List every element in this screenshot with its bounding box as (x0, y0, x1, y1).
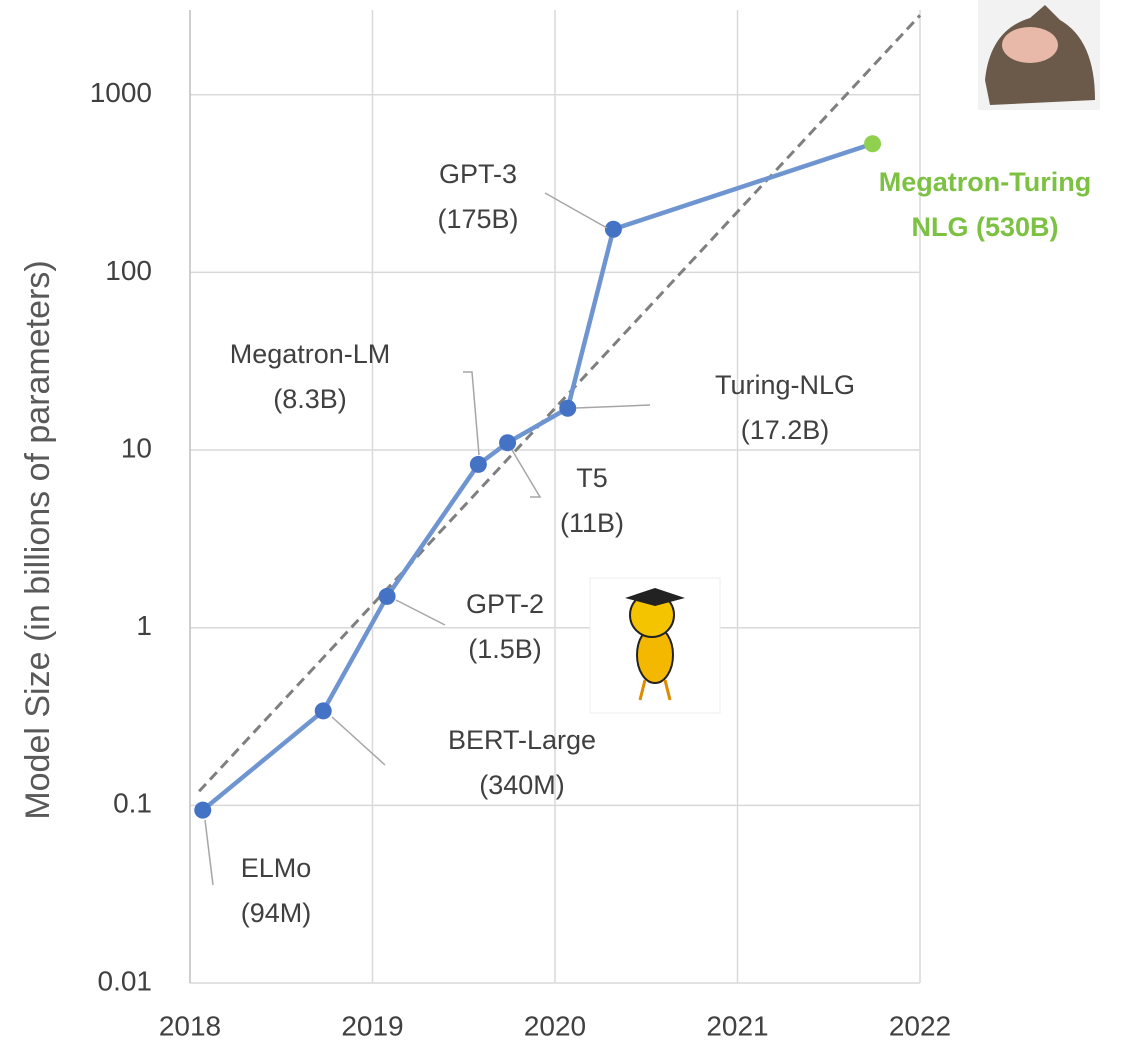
leader-line (512, 450, 540, 497)
leader-line (463, 372, 479, 455)
annotation-label: T5 (576, 463, 608, 493)
cat-image (978, 0, 1100, 110)
x-tick-label: 2020 (524, 1010, 586, 1041)
annotation-label: (94M) (241, 898, 312, 928)
annotation-label: GPT-2 (466, 589, 544, 619)
annotation-label: Megatron-Turing (879, 167, 1091, 197)
leader-line (332, 717, 385, 765)
leader-line (205, 820, 213, 885)
data-point (315, 702, 332, 719)
data-point (379, 588, 396, 605)
annotation-label: (1.5B) (468, 634, 542, 664)
leader-line (576, 405, 650, 408)
chart: Model Size (in billions of parameters) 0… (0, 0, 1139, 1047)
annotation-label: NLG (530B) (911, 212, 1058, 242)
leader-line (396, 600, 445, 625)
y-tick-label: 0.01 (98, 965, 153, 996)
annotation-label: (175B) (437, 204, 518, 234)
data-point (194, 802, 211, 819)
annotation-label: BERT-Large (448, 725, 596, 755)
y-tick-label: 1 (136, 610, 152, 641)
x-tick-label: 2019 (341, 1010, 403, 1041)
x-tick-label: 2021 (706, 1010, 768, 1041)
y-axis-label: Model Size (in billions of parameters) (19, 260, 57, 819)
annotation-label: (11B) (560, 508, 624, 538)
annotation-label: GPT-3 (439, 159, 517, 189)
annotation-label: (340M) (479, 770, 565, 800)
y-tick-label: 100 (105, 255, 152, 286)
data-point (605, 221, 622, 238)
annotation-label: (8.3B) (273, 384, 347, 414)
plot (190, 10, 920, 983)
bee-image (590, 578, 720, 713)
x-tick-label: 2018 (159, 1010, 221, 1041)
y-tick-label: 0.1 (113, 788, 152, 819)
annotation-label: ELMo (241, 853, 312, 883)
y-tick-label: 10 (121, 432, 152, 463)
data-point (559, 400, 576, 417)
data-point (864, 135, 881, 152)
data-point (499, 434, 516, 451)
x-tick-label: 2022 (889, 1010, 951, 1041)
annotation-label: Turing-NLG (715, 370, 855, 400)
data-point (470, 456, 487, 473)
data-line (203, 144, 873, 810)
annotation-label: (17.2B) (741, 415, 830, 445)
y-tick-label: 1000 (90, 77, 152, 108)
annotation-label: Megatron-LM (230, 339, 391, 369)
